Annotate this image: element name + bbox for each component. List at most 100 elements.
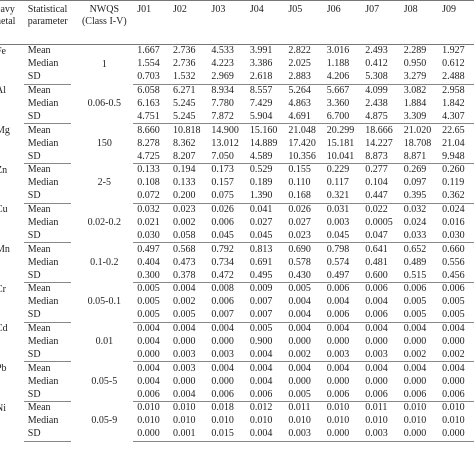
table-row: Fe Mean 1 1.667 2.736 4.533 3.991 2.822 3.016 2.4… [0, 45, 474, 69]
value-cell-j06: 0.004 [326, 362, 350, 374]
table-row: SD 0.000 0.001 0.015 0.004 0.003 0.000 0.003 0.0… [0, 427, 474, 442]
table-row: Median 0.404 0.473 0.734 0.691 0.578 0.574 0.48… [0, 256, 474, 269]
value-cell-j07: 0.481 [365, 256, 388, 268]
value-cell-j02: 0.133 [172, 177, 196, 189]
header-site-j04: J04 [245, 0, 285, 45]
value-cell-j06: 0.321 [322, 189, 362, 204]
statistical-parameter-cell: Mean [27, 124, 51, 136]
value-cell-j07: 14.227 [365, 137, 393, 149]
value-cell-j03: 0.173 [211, 164, 234, 176]
nwqs-cell: 0.05-9 [91, 415, 118, 427]
value-cell-j05: 0.023 [284, 229, 323, 244]
value-cell-j06: 0.031 [326, 204, 350, 216]
value-cell-j09: 0.010 [442, 402, 465, 414]
header-site-j06: J06 [322, 0, 362, 45]
value-cell-j05: 0.690 [288, 243, 311, 255]
value-cell-j08: 0.000 [403, 336, 427, 348]
heavy-metal-cell: Pb [0, 362, 7, 374]
value-cell-j07: 0.010 [365, 415, 388, 427]
value-cell-j05: 0.155 [288, 164, 311, 176]
value-cell-j08: 0.005 [399, 308, 439, 323]
value-cell-j07: 0.004 [365, 296, 388, 308]
value-cell-j09: 0.000 [442, 375, 465, 387]
value-cell-j06: 0.497 [322, 269, 362, 284]
value-cell-j05: 0.004 [284, 308, 323, 323]
value-cell-j07: 5.308 [361, 70, 400, 85]
nwqs-cell: 0.05-0.1 [87, 296, 121, 308]
value-cell-j05: 0.168 [284, 189, 323, 204]
value-cell-j04: 0.045 [245, 229, 285, 244]
value-cell-j04: 0.010 [249, 415, 273, 427]
value-cell-j04: 0.900 [249, 336, 273, 348]
value-cell-j09: 0.006 [438, 388, 474, 403]
nwqs-cell: 1 [101, 58, 107, 70]
value-cell-j01: 0.497 [137, 243, 160, 255]
statistical-parameter-cell: Mean [27, 204, 51, 216]
value-cell-j01: 0.004 [137, 362, 160, 374]
statistical-parameter-cell: Mean [27, 164, 51, 176]
value-cell-j08: 0.097 [403, 177, 427, 189]
value-cell-j08: 0.004 [403, 362, 427, 374]
value-cell-j04: 0.007 [245, 308, 285, 323]
value-cell-j03: 7.780 [211, 98, 234, 109]
value-cell-j07: 0.000 [365, 375, 388, 387]
value-cell-j03: 4.223 [211, 58, 234, 70]
value-cell-j05: 0.578 [288, 256, 311, 268]
heavy-metal-cell: Al [0, 85, 6, 97]
value-cell-j06: 0.004 [326, 296, 350, 308]
value-cell-j04: 4.589 [245, 150, 285, 165]
value-cell-j04: 0.189 [249, 177, 273, 189]
table-body: Fe Mean 1 1.667 2.736 4.533 3.991 2.822 3.016 2.4… [0, 45, 474, 442]
value-cell-j06: 0.000 [326, 336, 350, 348]
value-cell-j08: 0.002 [399, 348, 439, 363]
value-cell-j02: 5.245 [168, 110, 208, 125]
value-cell-j08: 0.950 [403, 58, 427, 70]
table-row: SD 0.703 1.532 2.969 2.618 2.883 4.206 5.308 3.2… [0, 70, 474, 85]
value-cell-j08: 0.269 [403, 164, 427, 176]
nwqs-cell: 150 [96, 137, 112, 149]
value-cell-j06: 0.010 [326, 402, 350, 414]
table-row: CuMean0.02-0.20.0320.0230.0260.0410.0260… [0, 203, 474, 228]
value-cell-j03: 14.900 [211, 124, 239, 136]
value-cell-j01: 8.278 [137, 137, 160, 149]
value-cell-j05: 0.003 [284, 427, 323, 442]
value-cell-j01: 0.005 [133, 308, 169, 323]
value-cell-j07: 0.003 [361, 348, 400, 363]
value-cell-j08: 0.395 [399, 189, 439, 204]
value-cell-j04: 2.618 [245, 70, 285, 85]
statistical-parameter-cell: Median [27, 58, 59, 70]
value-cell-j06: 0.000 [322, 427, 362, 442]
value-cell-j01: 0.072 [133, 189, 169, 204]
table-row: Al Mean 0.06-0.5 6.058 6.271 8.934 8.557 5.264 5… [0, 84, 474, 109]
table-row: Median 0.021 0.002 0.006 0.027 0.027 0.003 0.00… [0, 217, 474, 230]
value-cell-j09: 0.016 [442, 217, 465, 229]
value-cell-j02: 6.271 [172, 85, 196, 97]
value-cell-j09: 0.024 [442, 204, 465, 216]
value-cell-j02: 0.000 [172, 336, 196, 348]
value-cell-j02: 0.004 [168, 388, 208, 403]
value-cell-j06: 10.041 [322, 150, 362, 165]
nwqs-cell: 0.01 [95, 336, 114, 348]
value-cell-j02: 0.003 [172, 362, 196, 374]
value-cell-j06: 0.229 [326, 164, 350, 176]
value-cell-j01: 4.725 [133, 150, 169, 165]
value-cell-j09: 1.927 [442, 45, 465, 57]
value-cell-j09: 0.362 [438, 189, 474, 204]
table-row: Median 0.108 0.133 0.157 0.189 0.110 0.117 0.10… [0, 177, 474, 190]
value-cell-j03: 0.008 [211, 283, 234, 295]
table-wrapper: eavy netal Statistical parameter NWQS (C… [0, 0, 474, 442]
value-cell-j01: 1.554 [137, 58, 160, 70]
statistical-parameter-cell: Median [27, 296, 59, 308]
value-cell-j01: 0.032 [137, 204, 160, 216]
value-cell-j07: 0.004 [365, 323, 388, 335]
value-cell-j01: 4.751 [133, 110, 169, 125]
value-cell-j08: 0.515 [399, 269, 439, 284]
value-cell-j07: 0.000 [365, 336, 388, 348]
value-cell-j03: 0.006 [211, 217, 234, 229]
value-cell-j07: 0.022 [365, 204, 388, 216]
value-cell-j05: 2.883 [284, 70, 323, 85]
value-cell-j08: 0.006 [399, 388, 439, 403]
table-row: SD 0.006 0.004 0.006 0.006 0.005 0.006 0.006 0.0… [0, 388, 474, 403]
statistical-parameter-cell: Mean [27, 243, 51, 255]
statistical-parameter-cell: Mean [27, 45, 51, 57]
